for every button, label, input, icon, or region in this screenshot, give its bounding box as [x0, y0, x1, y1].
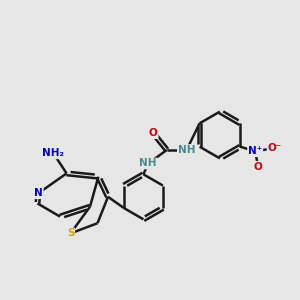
Text: N⁺: N⁺ [248, 146, 262, 156]
Text: NH: NH [140, 158, 157, 169]
Text: NH: NH [178, 145, 195, 155]
Text: N: N [34, 188, 43, 198]
Text: O: O [149, 128, 158, 138]
Text: NH₂: NH₂ [42, 148, 64, 158]
Text: O: O [254, 162, 262, 172]
Text: S: S [67, 228, 74, 239]
Text: O⁻: O⁻ [268, 143, 282, 153]
